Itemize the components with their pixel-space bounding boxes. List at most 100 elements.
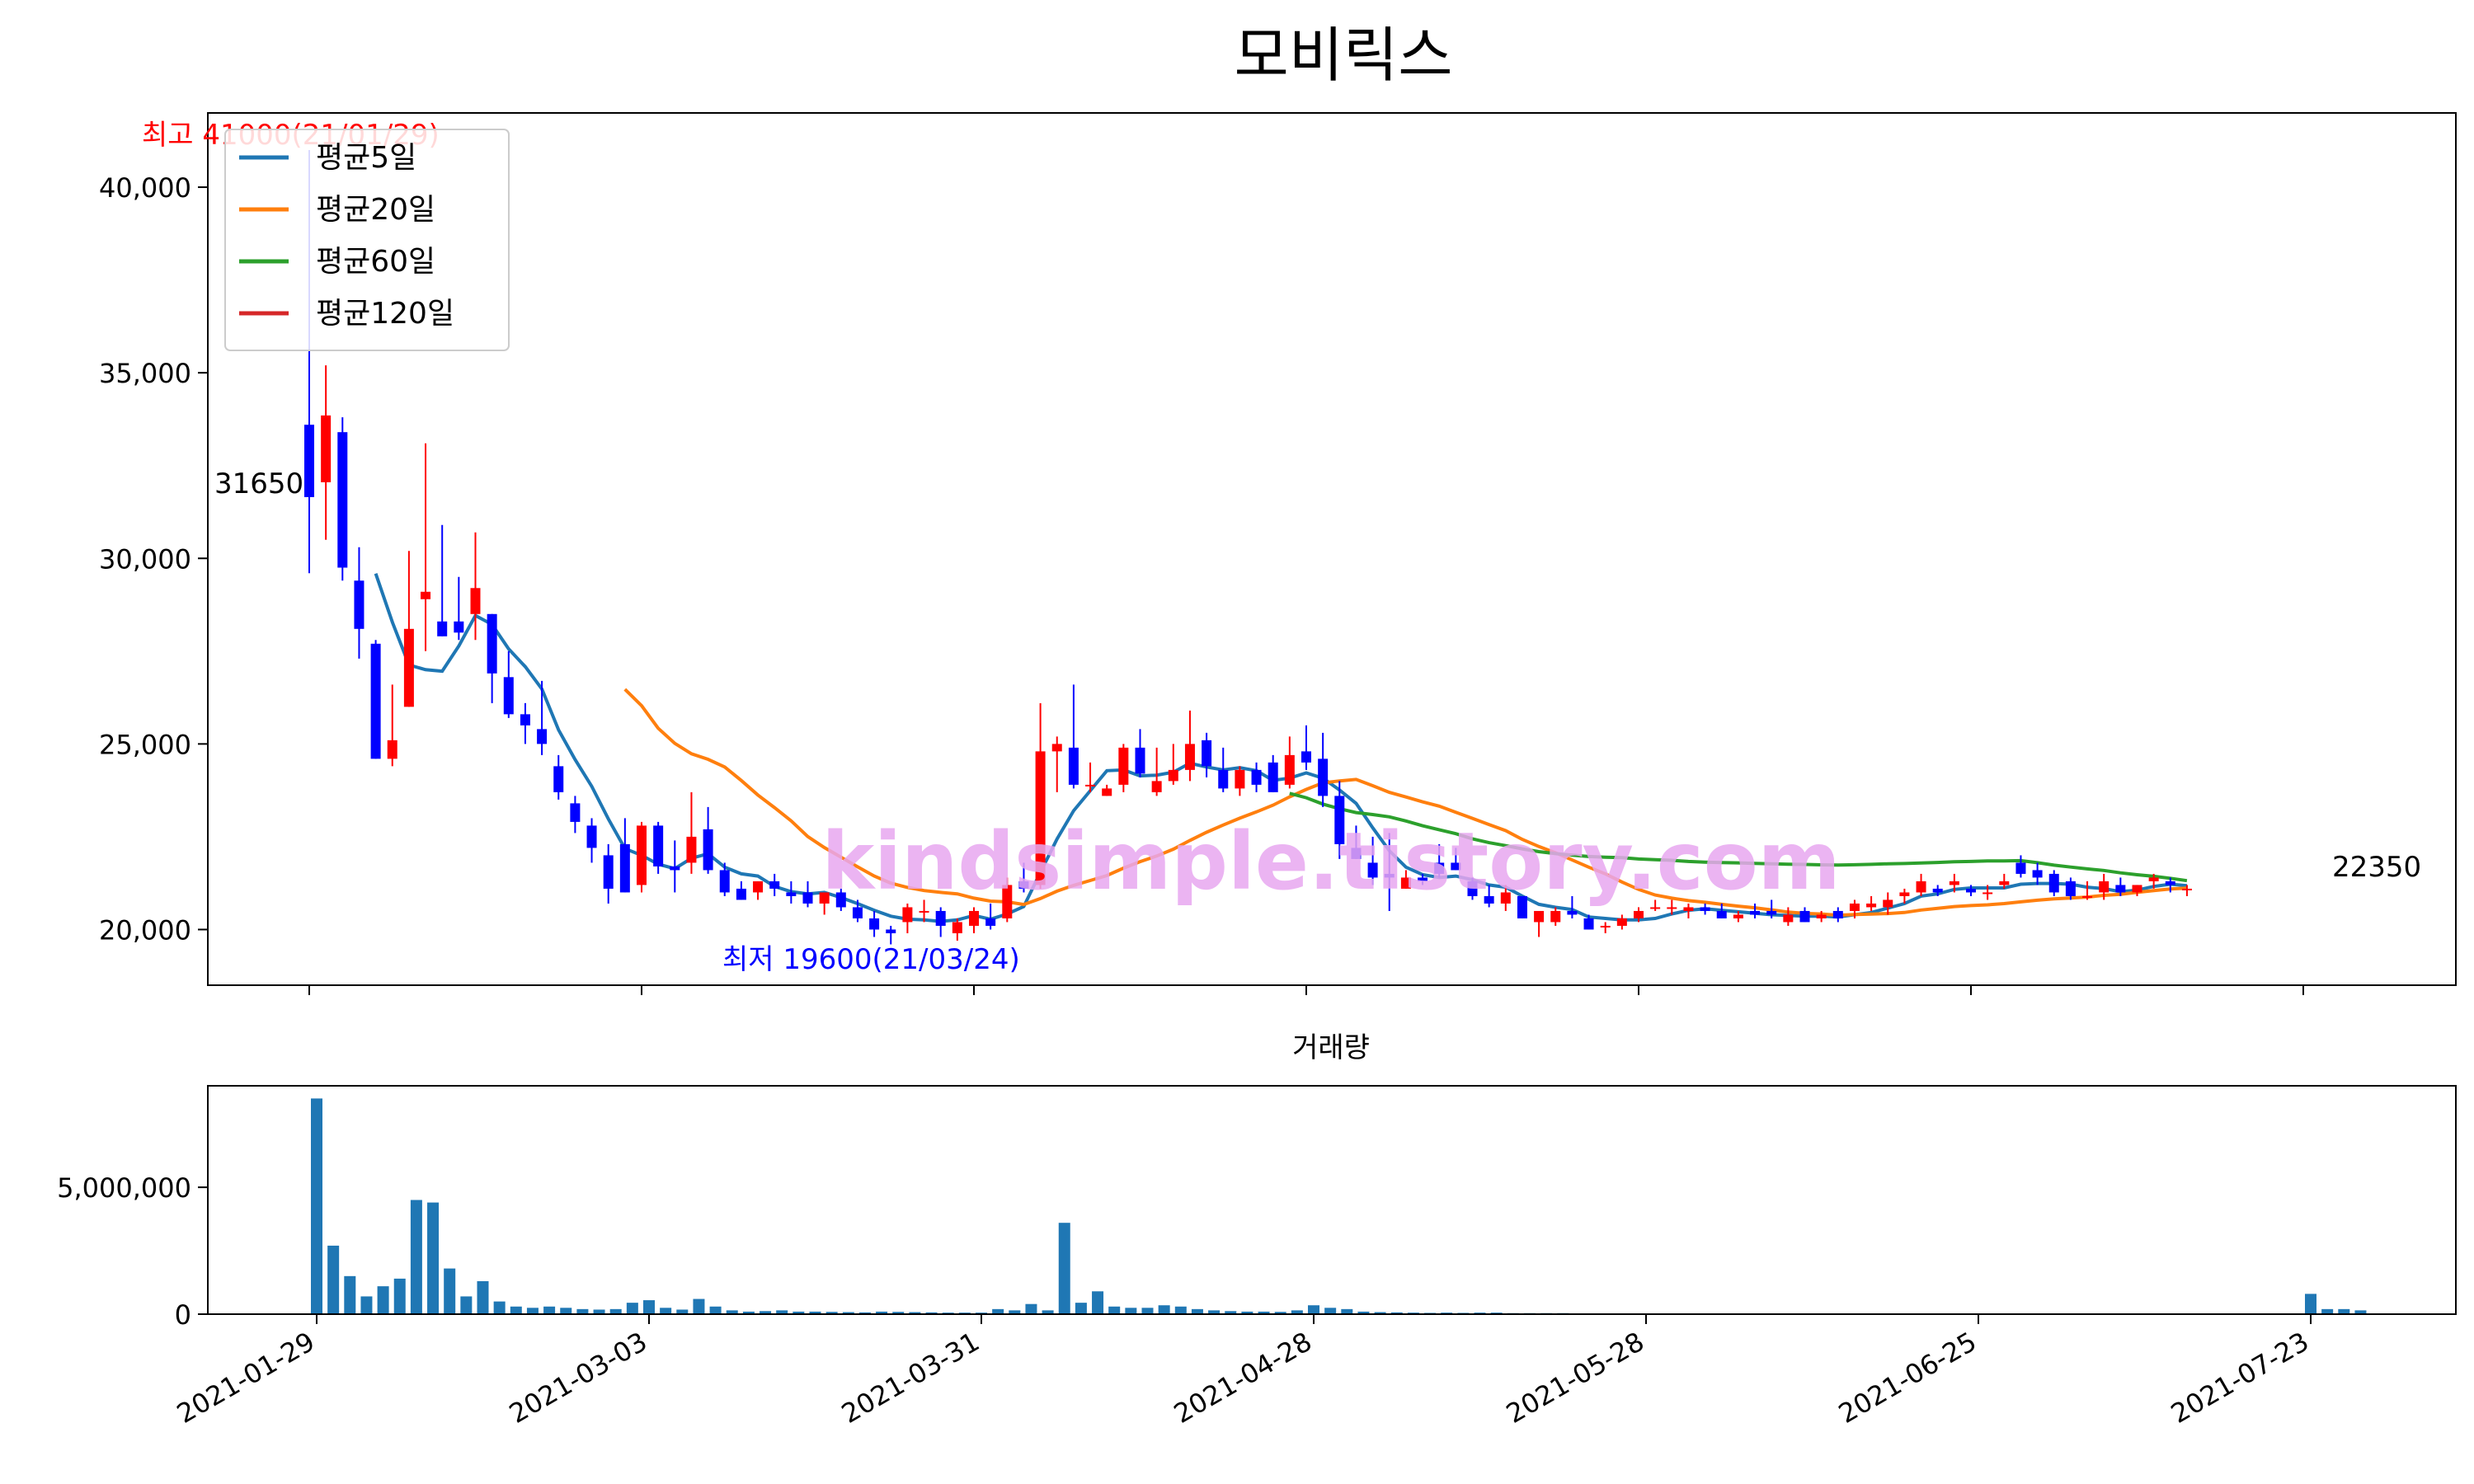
candle-body [2048, 873, 2059, 893]
candle-body [1068, 747, 1079, 785]
volume-bar [1174, 1306, 1187, 1314]
candle-body [2115, 885, 2126, 893]
candle-body [354, 580, 365, 629]
candle-body [1334, 796, 1345, 844]
legend-label-ma5: 평균5일 [316, 141, 416, 175]
candle-body [1982, 892, 1993, 895]
candle [1750, 903, 1761, 918]
candle [2082, 881, 2093, 900]
candle [1351, 825, 1362, 859]
candle [1816, 910, 1827, 923]
candle-body [1534, 910, 1545, 923]
candle [1899, 888, 1910, 904]
candle [1102, 784, 1112, 796]
volume-bar [377, 1286, 389, 1314]
candle [1151, 747, 1162, 796]
volume-bar [1341, 1308, 1353, 1314]
candle [1600, 922, 1611, 933]
candle [1949, 873, 1959, 893]
candle [321, 365, 332, 540]
candle-body [570, 803, 581, 822]
volume-bar [776, 1310, 788, 1314]
price-ytick-label: 30,000 [99, 543, 191, 575]
candle-body [370, 643, 381, 759]
candle-body [802, 892, 813, 904]
candle-body [2082, 895, 2093, 898]
candle [703, 806, 713, 874]
volume-bar [344, 1275, 356, 1314]
volume-bar [510, 1306, 522, 1314]
volume-xtick-label: 2021-03-03 [504, 1326, 652, 1430]
volume-bar [1009, 1310, 1021, 1314]
candle [819, 892, 830, 915]
candle-body [1916, 881, 1926, 893]
candle [1068, 684, 1079, 789]
candle-body [985, 918, 996, 926]
volume-bar [1058, 1223, 1070, 1314]
candle [1467, 877, 1478, 900]
volume-panel: 거래량 0 5,000,000 2021-01-29 2021-03-03 2021-… [57, 1031, 2457, 1430]
candle-body [769, 881, 780, 889]
candle-body [1949, 881, 1959, 885]
candle-body [1567, 910, 1578, 915]
candle [1251, 762, 1262, 792]
price-ytick-label: 40,000 [99, 172, 191, 204]
candle-body [1866, 903, 1877, 908]
candle-body [1367, 862, 1378, 878]
candle-body [1418, 877, 1428, 881]
candle [1616, 914, 1627, 930]
candle-body [1484, 895, 1494, 904]
candle [1085, 762, 1096, 792]
candle [1168, 744, 1178, 785]
candle-body [1085, 784, 1096, 787]
candle-body [403, 628, 414, 707]
candle [1284, 736, 1295, 789]
candle-body [1168, 769, 1178, 782]
candle-body [503, 677, 514, 715]
candle-body [886, 929, 896, 933]
candle [653, 821, 664, 874]
candle [520, 702, 530, 744]
candle-body [537, 729, 548, 744]
candle [1484, 885, 1494, 908]
candle-body [1268, 762, 1278, 792]
volume-bar [593, 1309, 605, 1314]
candle-body [1667, 907, 1677, 909]
candle [886, 925, 896, 945]
candle-body [1832, 910, 1843, 918]
candle [1184, 710, 1195, 782]
candle-body [637, 825, 647, 885]
candle [1999, 873, 2010, 889]
candle-body [2132, 885, 2142, 893]
candle-body [1202, 740, 1212, 767]
candle-body [470, 588, 481, 614]
candle [1832, 907, 1843, 923]
candle [2115, 877, 2126, 896]
candle [454, 576, 464, 641]
candle [603, 843, 614, 904]
volume-bar [393, 1278, 406, 1314]
candle [1517, 895, 1527, 918]
candle-body [1849, 903, 1860, 911]
candle [537, 680, 548, 755]
candle [985, 903, 996, 930]
candle [586, 818, 597, 863]
candle [1982, 885, 1993, 900]
candle [786, 881, 797, 904]
candle [2148, 873, 2159, 889]
candle [1035, 702, 1046, 889]
candle-body [487, 613, 497, 674]
volume-bar [1258, 1311, 1270, 1314]
candle-body [387, 740, 397, 759]
candle [1766, 899, 1777, 918]
candle [1866, 895, 1877, 911]
volume-bar [2338, 1308, 2350, 1314]
candle-body [1102, 788, 1112, 796]
candle-body [1733, 914, 1743, 918]
volume-bar [1191, 1308, 1203, 1314]
volume-bar [909, 1312, 921, 1314]
candle-body [454, 621, 464, 633]
candle-body [2165, 881, 2175, 885]
volume-bar [726, 1310, 738, 1314]
